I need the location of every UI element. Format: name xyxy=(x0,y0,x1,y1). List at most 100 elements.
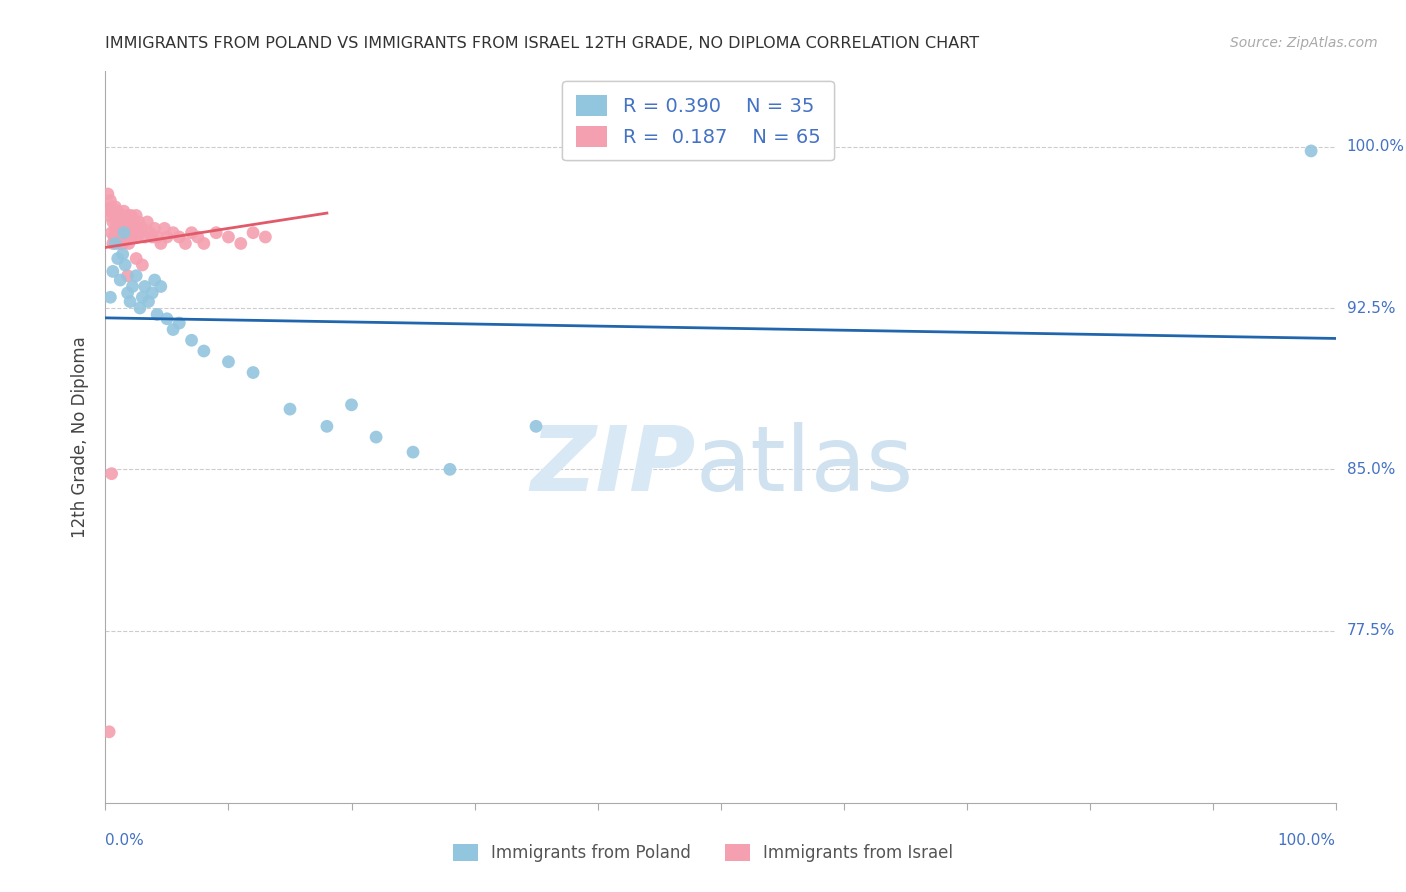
Point xyxy=(169,316,191,330)
Point xyxy=(104,200,127,214)
Point xyxy=(117,268,139,283)
Point xyxy=(101,215,124,229)
Point xyxy=(101,264,124,278)
Point xyxy=(107,252,129,266)
Point xyxy=(143,221,166,235)
Point xyxy=(112,230,135,244)
Point xyxy=(193,236,215,251)
Point xyxy=(1301,144,1323,158)
Point xyxy=(229,236,252,251)
Point xyxy=(169,230,191,244)
Point xyxy=(112,226,135,240)
Point xyxy=(111,215,134,229)
Point xyxy=(278,402,301,417)
Legend: R = 0.390    N = 35, R =  0.187    N = 65: R = 0.390 N = 35, R = 0.187 N = 65 xyxy=(562,81,834,161)
Point xyxy=(218,230,240,244)
Point xyxy=(149,236,172,251)
Point xyxy=(121,279,143,293)
Point xyxy=(174,236,197,251)
Point xyxy=(141,285,163,300)
Text: atlas: atlas xyxy=(696,422,914,510)
Point xyxy=(104,221,127,235)
Point xyxy=(340,398,363,412)
Point xyxy=(103,209,125,223)
Point xyxy=(315,419,337,434)
Point xyxy=(242,366,264,380)
Point xyxy=(141,230,163,244)
Point xyxy=(162,226,184,240)
Point xyxy=(107,204,129,219)
Point xyxy=(98,209,121,223)
Point xyxy=(100,200,122,214)
Point xyxy=(100,226,122,240)
Point xyxy=(112,204,135,219)
Point xyxy=(218,355,240,369)
Point xyxy=(105,230,128,244)
Point xyxy=(103,230,125,244)
Text: 92.5%: 92.5% xyxy=(1347,301,1395,316)
Point xyxy=(104,236,127,251)
Point xyxy=(115,215,138,229)
Point xyxy=(124,221,146,235)
Point xyxy=(108,215,131,229)
Point xyxy=(205,226,228,240)
Point xyxy=(98,290,122,304)
Text: 100.0%: 100.0% xyxy=(1278,833,1336,848)
Point xyxy=(131,290,153,304)
Point xyxy=(128,215,150,229)
Point xyxy=(146,230,169,244)
Point xyxy=(117,285,139,300)
Point xyxy=(156,311,179,326)
Point xyxy=(138,294,160,309)
Point xyxy=(117,209,139,223)
Y-axis label: 12th Grade, No Diploma: 12th Grade, No Diploma xyxy=(72,336,90,538)
Point xyxy=(138,226,162,240)
Point xyxy=(131,258,153,272)
Legend: Immigrants from Poland, Immigrants from Israel: Immigrants from Poland, Immigrants from … xyxy=(444,836,962,871)
Point xyxy=(117,230,139,244)
Point xyxy=(131,221,153,235)
Point xyxy=(97,186,120,201)
Point xyxy=(162,322,184,336)
Point xyxy=(110,273,132,287)
Point xyxy=(153,221,176,235)
Text: Source: ZipAtlas.com: Source: ZipAtlas.com xyxy=(1230,36,1378,50)
Point xyxy=(180,226,202,240)
Point xyxy=(100,467,122,481)
Point xyxy=(108,236,131,251)
Point xyxy=(110,209,132,223)
Point xyxy=(118,236,141,251)
Point xyxy=(122,215,145,229)
Text: ZIP: ZIP xyxy=(530,422,696,510)
Point xyxy=(134,230,156,244)
Point xyxy=(524,419,547,434)
Point xyxy=(254,230,277,244)
Point xyxy=(149,279,172,293)
Point xyxy=(110,230,132,244)
Text: 100.0%: 100.0% xyxy=(1347,139,1405,154)
Text: IMMIGRANTS FROM POLAND VS IMMIGRANTS FROM ISRAEL 12TH GRADE, NO DIPLOMA CORRELAT: IMMIGRANTS FROM POLAND VS IMMIGRANTS FRO… xyxy=(105,36,980,51)
Point xyxy=(143,273,166,287)
Point xyxy=(136,215,159,229)
Point xyxy=(107,226,129,240)
Point xyxy=(402,445,425,459)
Point xyxy=(366,430,388,444)
Point xyxy=(125,268,148,283)
Point xyxy=(111,236,134,251)
Text: 77.5%: 77.5% xyxy=(1347,624,1395,638)
Point xyxy=(125,252,148,266)
Point xyxy=(129,301,152,315)
Point xyxy=(105,215,128,229)
Point xyxy=(439,462,461,476)
Point xyxy=(156,230,179,244)
Point xyxy=(180,333,202,347)
Point xyxy=(242,226,264,240)
Point xyxy=(134,279,156,293)
Point xyxy=(101,236,124,251)
Point xyxy=(98,194,122,208)
Point xyxy=(98,204,122,219)
Point xyxy=(120,221,141,235)
Point xyxy=(187,230,209,244)
Point xyxy=(111,247,134,261)
Point xyxy=(114,226,136,240)
